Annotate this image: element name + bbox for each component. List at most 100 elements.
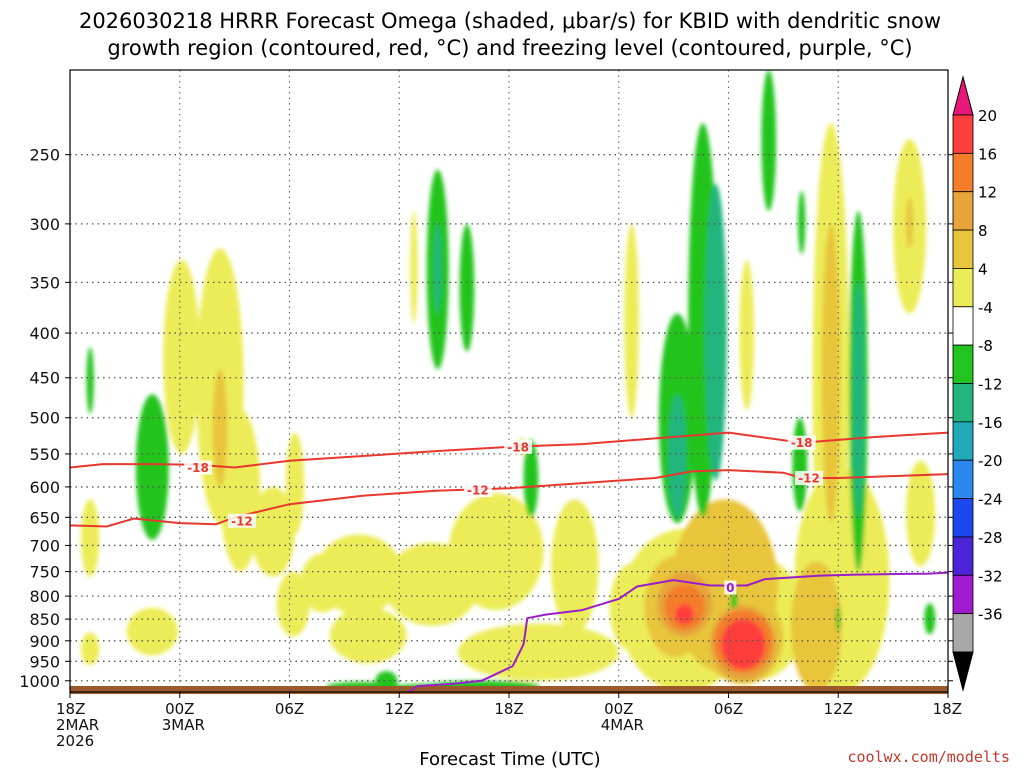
colorbar: 20 16 12 8 4 -4 -8 -12 -16 -20 -24 -28 -32 -36 (952, 75, 1003, 692)
contour-label-bg (227, 513, 256, 528)
contour-label: -18 (187, 461, 209, 475)
omega-cell (212, 369, 228, 487)
contour-label-bg (184, 460, 213, 475)
colorbar-swatch (952, 459, 974, 499)
omega-cell (410, 211, 418, 324)
colorbar-label: -32 (978, 567, 1003, 585)
omega-cell (163, 260, 200, 454)
contour-label-bg (724, 580, 737, 595)
colorbar-top-arrow (952, 75, 974, 116)
omega-cell (821, 223, 841, 524)
omega-cell (448, 493, 544, 611)
pressure-axis: 250 300 350 400 450 500 550 600 650 700 750 800 850 9… (19, 146, 953, 691)
colorbar-swatch (952, 536, 974, 576)
colorbar-label: -12 (978, 376, 1003, 394)
omega-cell (624, 223, 639, 418)
contour-label: 0 (726, 581, 734, 595)
colorbar-swatch (952, 498, 974, 538)
omega-cell (761, 70, 777, 212)
omega-cell (704, 183, 727, 481)
time-tick-label: 3MAR (162, 716, 205, 734)
omega-cell (905, 460, 936, 567)
omega-cell (251, 486, 295, 577)
colorbar-label: 12 (978, 184, 997, 202)
time-tick-label: 12Z (385, 700, 414, 718)
pressure-tick-label: 250 (29, 146, 60, 165)
omega-cell (924, 603, 936, 635)
ground-bar (70, 686, 948, 694)
contour-label-bg (463, 483, 492, 498)
pressure-tick-label: 500 (29, 409, 60, 428)
colorbar-label: 16 (978, 145, 997, 163)
time-tick-label: 06Z (714, 700, 743, 718)
contour-label: -18 (791, 436, 813, 450)
omega-cell (721, 619, 766, 670)
pressure-tick-label: 1000 (19, 672, 60, 691)
colorbar-label: -20 (978, 452, 1003, 470)
pressure-tick-label: 650 (29, 508, 60, 527)
pressure-tick-label: 700 (29, 536, 60, 555)
colorbar-label: 8 (978, 222, 988, 240)
time-tick-label: 06Z (275, 700, 304, 718)
omega-cell (739, 260, 755, 411)
pressure-tick-label: 800 (29, 587, 60, 606)
time-tick-label: 18Z (933, 700, 962, 718)
omega-cell (80, 632, 100, 666)
contour-label: -12 (231, 514, 253, 528)
omega-cell (798, 190, 806, 255)
pressure-tick-label: 850 (29, 610, 60, 629)
pressure-tick-label: 350 (29, 273, 60, 292)
pressure-tick-label: 750 (29, 563, 60, 582)
colorbar-bottom-arrow (952, 651, 974, 692)
time-tick-label: 18Z (494, 700, 523, 718)
colorbar-swatch (952, 306, 974, 346)
omega-cell (219, 410, 261, 572)
omega-cell (852, 282, 864, 518)
pressure-tick-label: 600 (29, 478, 60, 497)
time-tick-label: 00Z (165, 700, 194, 718)
contour-label-bg (504, 439, 533, 454)
contour-label-bg (787, 435, 816, 450)
colorbar-label: 4 (978, 260, 988, 278)
colorbar-label: -4 (978, 299, 993, 317)
colorbar-label: -28 (978, 529, 1003, 547)
colorbar-swatch (952, 152, 974, 193)
omega-shading (80, 70, 936, 692)
pressure-tick-label: 900 (29, 632, 60, 651)
colorbar-label: -16 (978, 414, 1003, 432)
colorbar-swatch (952, 191, 974, 231)
omega-cell (80, 499, 100, 577)
colorbar-swatch (952, 344, 974, 384)
colorbar-swatch (952, 268, 974, 308)
omega-cell (315, 534, 403, 615)
omega-cell (285, 432, 305, 535)
omega-cell (836, 605, 841, 633)
time-tick-label: 18Z (56, 700, 85, 718)
colorbar-swatch (952, 574, 974, 615)
pressure-tick-label: 400 (29, 324, 60, 343)
colorbar-swatch (952, 114, 974, 154)
chart-title-line-1: 2026030218 HRRR Forecast Omega (shaded, … (79, 9, 941, 33)
omega-cell (126, 607, 178, 656)
omega-cell (86, 347, 94, 414)
omega-cell (457, 623, 619, 681)
time-tick-label: 2MAR (56, 716, 99, 734)
omega-cell (523, 439, 539, 518)
omega-cell (459, 223, 475, 352)
colorbar-label: 20 (978, 107, 997, 125)
pressure-tick-label: 550 (29, 445, 60, 464)
omega-cell (905, 197, 914, 249)
contour-label-bg (794, 470, 823, 485)
contour-label: -12 (798, 471, 820, 485)
colorbar-label: -36 (978, 606, 1003, 624)
contour-label: -18 (507, 440, 529, 454)
contour-line-minus18 (70, 431, 948, 469)
credit-text: coolwx.com/modelts (847, 748, 1010, 766)
colorbar-label: -24 (978, 491, 1003, 509)
pressure-tick-label: 450 (29, 369, 60, 388)
time-tick-label: 00Z (604, 700, 633, 718)
pressure-tick-label: 950 (29, 652, 60, 671)
omega-cell (434, 223, 442, 314)
